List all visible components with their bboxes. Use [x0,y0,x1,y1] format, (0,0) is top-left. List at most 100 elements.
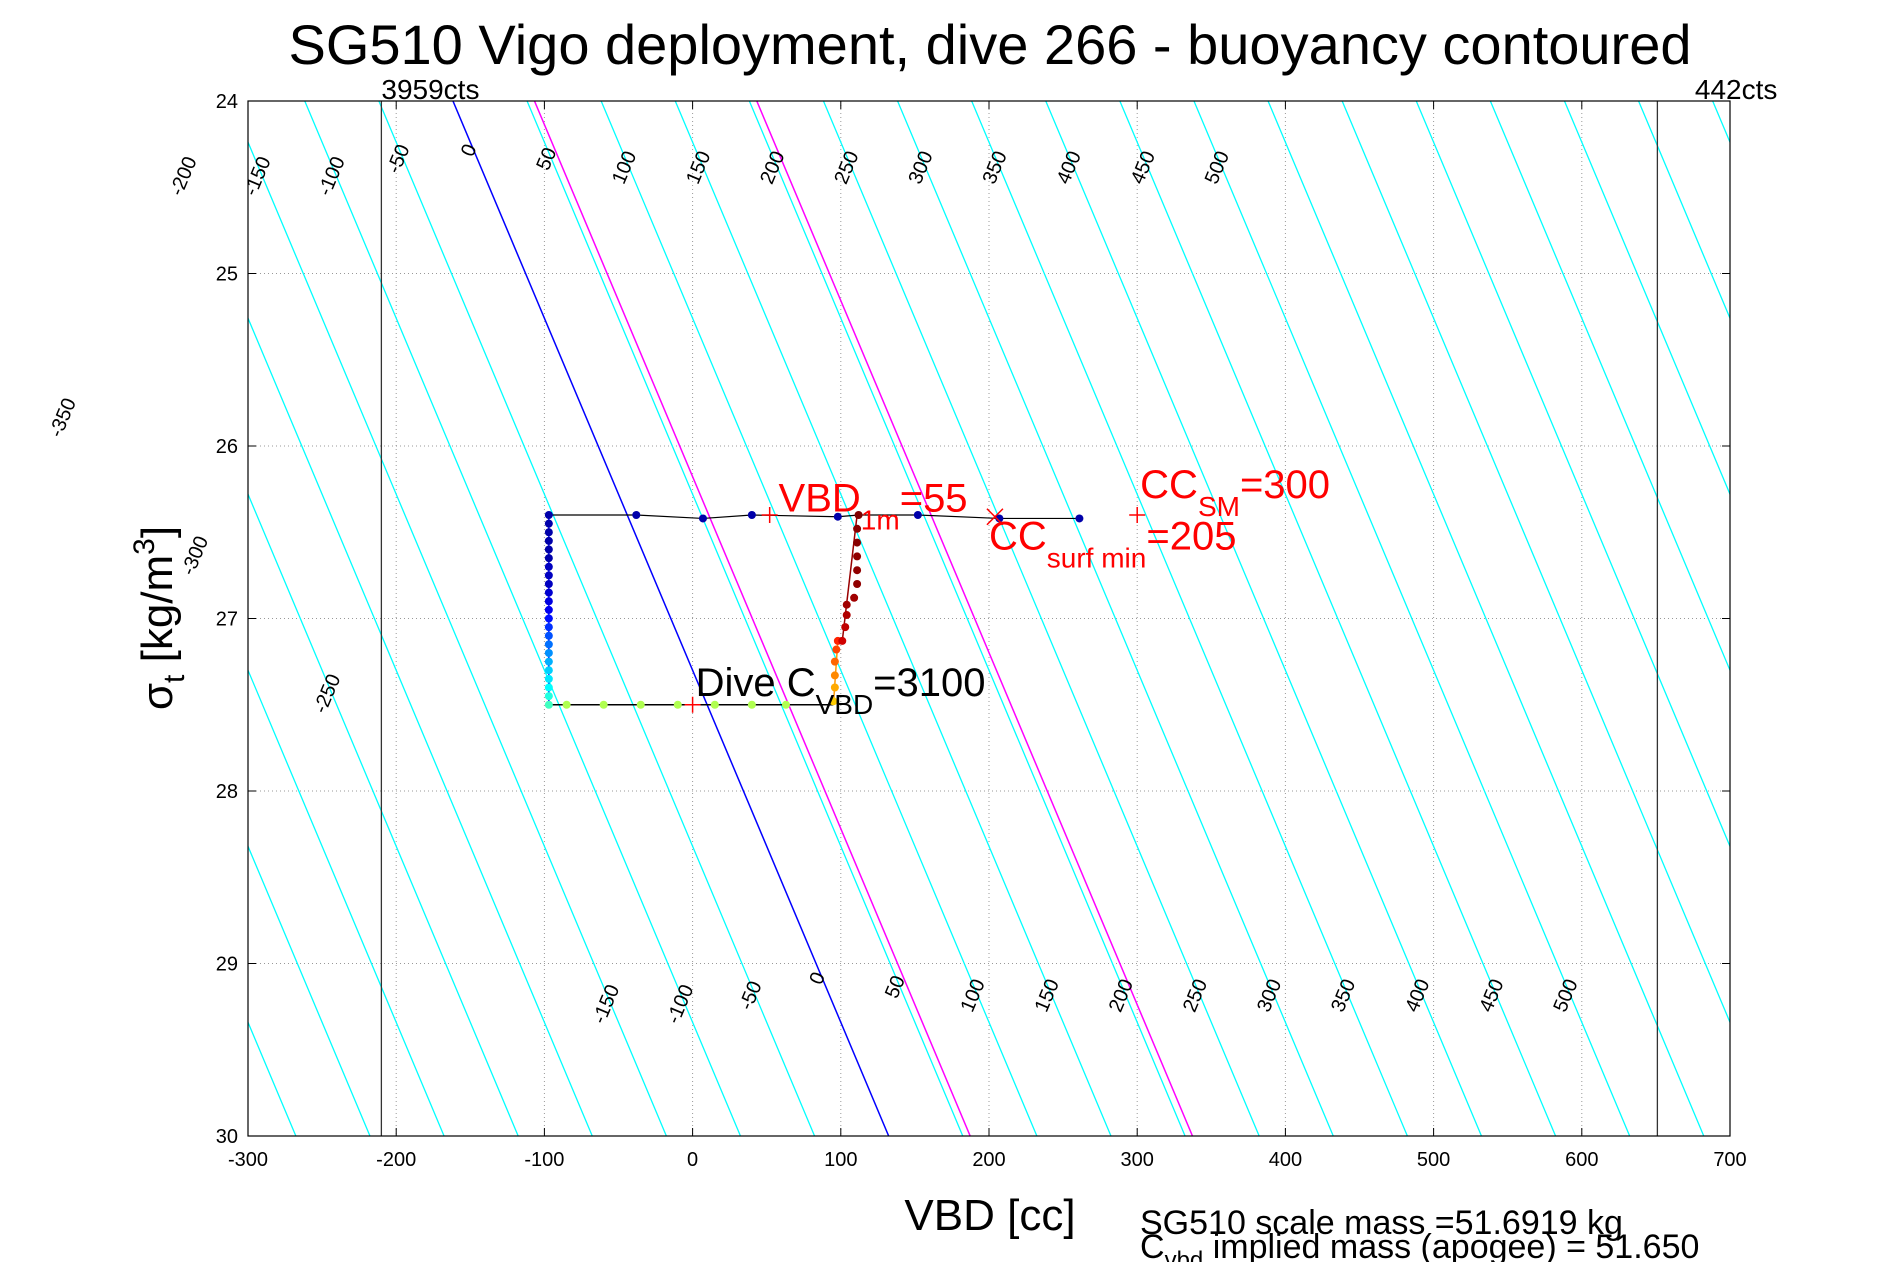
contour-label: 200 [1105,976,1138,1015]
contour-line [248,668,445,1136]
annotation-tail: =3100 [873,661,985,705]
dive-track-segment [841,514,858,642]
dive-track-point [853,524,862,533]
y-tick-label: 24 [216,91,238,113]
contour-label: 300 [904,148,937,187]
contour-label: 100 [957,976,990,1015]
annotation-tail: =300 [1240,463,1330,507]
annotation: Dive CVBD=3100 [696,661,986,720]
limit-label: 3959cts [381,74,479,105]
contour-label: 150 [682,148,715,187]
contour-line [0,101,222,1136]
contour-line [248,492,519,1136]
contour-label: 450 [1475,976,1508,1015]
buoyancy-contours [0,101,1891,1136]
contour-line [304,101,742,1136]
contour-line [1119,101,1557,1136]
contour-label: -100 [314,154,350,199]
contour-label: 300 [1253,976,1286,1015]
contour-line [1787,101,1891,1136]
contour-label: 200 [756,148,789,187]
dive-track-point [544,631,553,640]
annotation-main: VBD [779,477,861,521]
contour-label: 250 [830,148,863,187]
contour-label: 350 [979,148,1012,187]
contour-line [248,844,371,1136]
dive-track-point [995,514,1004,523]
dive-track-point [544,545,553,554]
contour-label: -50 [735,978,766,1013]
x-tick-label: 600 [1565,1149,1598,1171]
dive-track-point [833,512,842,521]
dive-track-point [544,588,553,597]
dive-track-point [853,566,862,575]
contour-line [1861,101,1891,1136]
contour-label: 350 [1327,976,1360,1015]
contour-line [1489,101,1730,672]
y-tick-label: 25 [216,264,238,286]
y-label-main: σ [133,683,182,710]
y-axis-ticks: 24 25 26 27 28 29 30 [216,91,1730,1148]
contour-label: -200 [166,154,202,199]
contour-label: -350 [45,395,81,440]
contour-line [896,101,1334,1136]
y-label-unit: [kg/m [133,555,182,675]
dive-track-point [853,538,862,547]
annotation: CCsurf min=205 [989,515,1236,574]
dive-track-point [544,623,553,632]
dive-track-point [544,692,553,701]
annotation: VBD1m=55 [779,477,968,536]
contour-line [1267,101,1705,1136]
limit-label: 442cts [1695,74,1778,105]
dive-track-point [832,645,841,654]
x-tick-label: -200 [376,1149,416,1171]
dive-track-point [544,666,553,675]
dive-track-point [853,580,862,588]
contour-line [822,101,1260,1136]
annotation: CCSM=300 [1140,463,1330,522]
contour-label: -250 [310,671,346,716]
dive-track-point [850,593,859,602]
chart-title: SG510 Vigo deployment, dive 266 - buoyan… [288,13,1691,76]
dive-track-point [913,511,922,519]
dive-track-point [842,611,851,620]
annotation-sub: 1m [861,505,900,536]
dive-track-point [830,683,839,692]
contour-line-highlight [533,101,971,1136]
dive-track-point [830,657,839,666]
annotation-sub: surf min [1047,543,1147,574]
y-axis-label: σt [kg/m3] [128,526,191,710]
contour-label: 0 [805,969,830,988]
dive-track-point [544,528,553,537]
contour-line [1637,101,1730,320]
contour-label: 0 [457,141,482,160]
annotation-main: CC [1140,463,1198,507]
y-label-sup: 3 [128,538,161,555]
contour-line [600,101,1038,1136]
dive-track-point [830,671,839,680]
y-label-close: ] [133,526,182,538]
contour-label: 400 [1401,976,1434,1015]
contour-label: 100 [608,148,641,187]
contour-label: 450 [1127,148,1160,187]
x-tick-label: 700 [1713,1149,1746,1171]
dive-track-point [544,605,553,614]
dive-track-point [781,700,790,709]
contour-line [1193,101,1631,1136]
dive-track-point [599,700,608,709]
x-tick-label: 300 [1121,1149,1154,1171]
dive-track-point [636,700,645,709]
dive-track-point [544,700,553,709]
x-tick-label: 0 [687,1149,698,1171]
annotation-main: CC [989,515,1047,559]
dive-track-point [544,519,553,528]
x-tick-label: 400 [1269,1149,1302,1171]
vbd-limit-lines: 3959cts 442cts [380,74,1778,1136]
x-axis-ticks: -300 -200 -100 0 100 200 300 400 500 600 700 [228,101,1747,1171]
contour-line [1563,101,1730,496]
plot-frame [247,100,1731,1137]
dive-track-point [544,614,553,623]
contour-label: 500 [1549,976,1582,1015]
